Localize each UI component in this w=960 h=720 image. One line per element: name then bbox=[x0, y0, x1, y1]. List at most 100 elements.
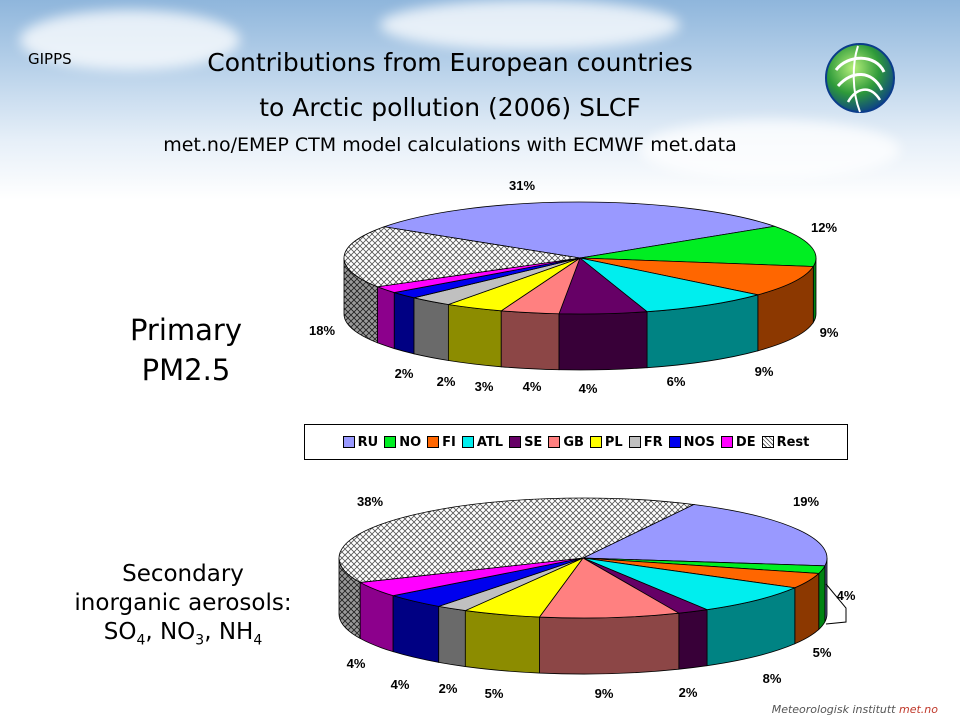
pie-side-nos bbox=[393, 292, 415, 355]
pie-data-label: 9% bbox=[755, 364, 774, 379]
legend-swatch bbox=[589, 436, 602, 448]
pie-data-label: 4% bbox=[391, 677, 410, 692]
pie-data-label: 2% bbox=[437, 374, 456, 389]
primary-label-line1: Primary bbox=[129, 313, 243, 347]
pie-slice-atl bbox=[582, 557, 797, 611]
pie-side-de bbox=[377, 286, 395, 350]
legend-label: Rest bbox=[776, 434, 810, 450]
legend-item-rest: Rest bbox=[761, 434, 810, 450]
pie-slice-fi bbox=[579, 257, 815, 296]
pie-side-se bbox=[678, 609, 708, 670]
pie-side-se bbox=[558, 311, 648, 371]
pie-data-label: 38% bbox=[357, 494, 383, 509]
legend-swatch bbox=[427, 436, 440, 448]
footer-brand: met.no bbox=[899, 703, 938, 716]
pie-data-label: 19% bbox=[793, 494, 819, 509]
legend-label: GB bbox=[563, 434, 584, 450]
slide-title-line1: Contributions from European countries bbox=[207, 48, 693, 77]
legend-swatch bbox=[384, 436, 397, 448]
legend-item-ru: RU bbox=[342, 434, 379, 450]
pie-data-label: 2% bbox=[395, 366, 414, 381]
primary-label-line2: PM2.5 bbox=[141, 353, 231, 387]
secondary-label-line2: inorganic aerosols: bbox=[74, 590, 292, 616]
legend-label: NO bbox=[399, 434, 422, 450]
pie-data-label: 4% bbox=[523, 379, 542, 394]
primary-pm-label: Primary PM2.5 bbox=[96, 310, 276, 390]
legend-item-pl: PL bbox=[589, 434, 623, 450]
pie-data-label: 2% bbox=[679, 685, 698, 700]
globe-swirl-icon bbox=[825, 43, 895, 113]
legend-label: FI bbox=[442, 434, 456, 450]
pie-data-label: 9% bbox=[820, 325, 839, 340]
pie-data-label: 6% bbox=[667, 374, 686, 389]
pie-slice-ru bbox=[582, 504, 828, 567]
pie-data-label: 3% bbox=[475, 379, 494, 394]
legend-swatch bbox=[668, 436, 681, 448]
legend-swatch bbox=[509, 436, 522, 448]
legend-label: FR bbox=[643, 434, 663, 450]
pie-side-pl bbox=[464, 610, 540, 674]
pie-data-label: 12% bbox=[811, 220, 837, 235]
legend-item-nos: NOS bbox=[668, 434, 715, 450]
legend-swatch bbox=[342, 436, 355, 448]
pie-data-label: 2% bbox=[439, 681, 458, 696]
legend-swatch bbox=[720, 436, 733, 448]
pie-side-nos bbox=[392, 595, 440, 663]
slide-title-line2: to Arctic pollution (2006) SLCF bbox=[259, 93, 641, 122]
project-tag: GIPPS bbox=[28, 50, 72, 68]
pie-slice-rest bbox=[338, 497, 696, 583]
cloud-decoration bbox=[380, 0, 680, 50]
pie-data-label: 5% bbox=[813, 645, 832, 660]
pie-side-no bbox=[818, 565, 826, 631]
cloud-decoration bbox=[640, 120, 900, 180]
legend-swatch bbox=[461, 436, 474, 448]
pie-data-label: 8% bbox=[763, 671, 782, 686]
legend-item-se: SE bbox=[509, 435, 542, 450]
pie-slice-ru bbox=[383, 201, 775, 259]
legend-item-gb: GB bbox=[548, 435, 584, 450]
legend-item-de: DE bbox=[720, 434, 756, 450]
pie-data-label: 18% bbox=[309, 323, 335, 338]
pie-data-label: 31% bbox=[509, 178, 535, 193]
pie-data-label: 4% bbox=[579, 381, 598, 396]
pie-side-gb bbox=[500, 310, 560, 371]
pie-slice-no bbox=[579, 225, 817, 267]
legend-swatch bbox=[548, 436, 561, 448]
secondary-aerosol-label: Secondary inorganic aerosols: SO4, NO3, … bbox=[48, 560, 318, 656]
pie-side-fr bbox=[413, 297, 449, 361]
pie-side-fr bbox=[438, 605, 466, 668]
slide-subtitle: met.no/EMEP CTM model calculations with … bbox=[163, 134, 737, 156]
legend-item-fr: FR bbox=[628, 434, 663, 450]
legend-item-atl: ATL bbox=[461, 434, 504, 450]
chart-legend: RU NO FI ATL SE GB PL FR NOS DE Rest bbox=[304, 424, 848, 460]
footer-credit: Meteorologisk institutt met.no bbox=[772, 703, 938, 716]
footer-institute: Meteorologisk institutt bbox=[771, 703, 896, 716]
legend-item-no: NO bbox=[384, 435, 421, 450]
pie-slice-gb bbox=[538, 557, 681, 619]
secondary-label-line3: SO4, NO3, NH4 bbox=[103, 619, 263, 649]
cloud-decoration bbox=[20, 10, 240, 70]
legend-label: PL bbox=[604, 434, 623, 450]
pie-slice-atl bbox=[579, 257, 758, 313]
legend-label: NOS bbox=[683, 434, 715, 450]
legend-label: SE bbox=[524, 434, 543, 450]
legend-swatch bbox=[628, 436, 641, 448]
pie-side-gb bbox=[539, 612, 680, 675]
legend-item-fi: FI bbox=[427, 435, 456, 450]
label-leader-line bbox=[825, 583, 847, 625]
pie-data-label: 4% bbox=[347, 656, 366, 671]
pie-slice-rest bbox=[343, 226, 581, 288]
secondary-label-line1: Secondary bbox=[122, 561, 244, 587]
primary-pm25-pie: 31% 12% 9% 9% 6% 4% 4% 3% 2% 2% 18% bbox=[309, 178, 839, 396]
pie-data-label: 9% bbox=[595, 686, 614, 701]
legend-label: RU bbox=[357, 434, 379, 450]
pie-side-no bbox=[812, 257, 817, 324]
legend-swatch bbox=[761, 436, 774, 448]
secondary-aerosol-pie: 19% 4% 5% 8% 2% 9% 5% 2% 4% 4% 38% bbox=[338, 494, 856, 701]
pie-data-label: 5% bbox=[485, 686, 504, 701]
legend-label: DE bbox=[735, 434, 756, 450]
pie-data-label: 4% bbox=[837, 588, 856, 603]
legend-label: ATL bbox=[476, 434, 504, 450]
pie-side-pl bbox=[447, 304, 502, 368]
